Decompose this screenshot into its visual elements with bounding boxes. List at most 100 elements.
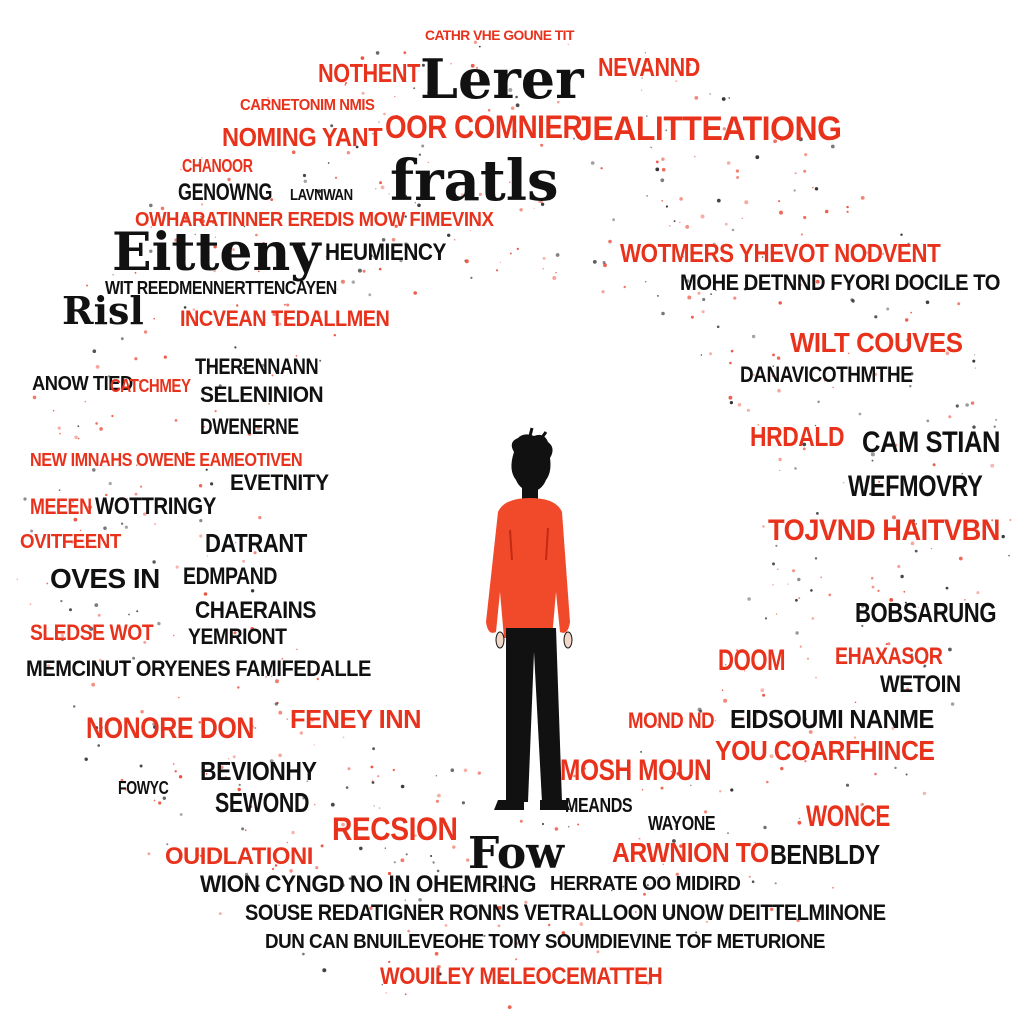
ink-speck [268,637,272,641]
ink-speck [793,189,796,192]
ink-speck [369,254,373,258]
ink-speck [337,288,339,291]
ink-speck [608,239,612,244]
ink-speck [905,318,909,322]
ink-speck [730,788,734,792]
ink-speck [870,452,875,457]
ink-speck [319,359,322,362]
ink-speck [810,589,813,592]
ink-speck [794,467,797,470]
ink-speck [882,252,885,255]
ink-speck [539,200,543,204]
ink-speck [792,569,796,573]
ink-speck [764,617,768,620]
ink-speck [572,115,577,120]
ink-speck [897,564,901,569]
ink-speck [59,432,61,435]
ink-speck [757,713,759,715]
ring-word: OWHARATINNER EREDIS MOW FIMEVINX [135,209,494,231]
ring-word: YOU COARFHINCE [715,735,935,766]
ink-speck [86,284,88,287]
ink-speck [634,911,637,913]
ink-speck [974,367,977,369]
ink-speck [201,157,203,159]
ink-speck [271,374,274,377]
ink-speck [857,604,861,608]
ink-speck [126,497,128,500]
ink-speck [687,295,692,300]
ring-word: MOSH MOUN [560,754,711,787]
ink-speck [213,269,217,273]
ink-speck [728,97,730,99]
ink-speck [420,245,422,248]
ink-speck [91,682,96,687]
ink-speck [704,810,708,814]
ink-speck [909,385,912,388]
ink-speck [357,268,362,273]
ring-word: OVITFEENT [20,531,121,553]
ink-speck [891,727,895,730]
ring-word: BENBLDY [770,839,880,870]
ink-speck [655,167,660,172]
ink-speck [103,571,105,574]
ink-speck [770,907,774,911]
ink-speck [590,161,595,165]
ring-word: WION CYNGD NO IN OHEMRING [200,871,536,898]
ink-speck [861,604,865,608]
ink-speck [302,173,307,178]
ink-speck [140,710,144,714]
ink-speck [811,186,814,189]
ink-speck [526,91,528,94]
ink-speck [414,202,416,204]
ink-speck [369,906,373,910]
ink-speck [345,107,348,110]
ink-speck [906,687,910,691]
ink-speck [327,162,330,164]
ink-speck [234,541,237,544]
ink-speck [143,330,148,334]
ink-speck [694,96,699,100]
ink-speck [318,311,321,314]
ink-speck [436,965,440,968]
ink-speck [330,802,335,807]
ink-speck [833,523,836,526]
ink-speck [712,242,716,246]
ink-speck [487,108,491,112]
ink-speck [869,492,872,496]
ink-speck [313,744,315,746]
ink-speck [775,544,778,547]
ink-speck [475,66,479,69]
ink-speck [347,767,351,771]
ring-word: EVETNITY [230,470,329,495]
ink-speck [508,181,511,183]
ink-speck [656,294,659,297]
ink-speck [372,132,374,135]
ring-word: HRDALD [750,421,844,452]
ink-speck [208,216,211,219]
ink-speck [573,137,575,140]
ink-speck [430,855,433,857]
ink-speck [142,732,145,734]
ink-speck [824,379,826,382]
ink-speck [344,83,347,86]
ink-speck [444,36,447,39]
ink-speck [163,355,167,359]
ink-speck [478,45,481,48]
ink-speck [751,880,755,883]
ink-speck [945,586,949,590]
ink-speck [400,858,405,863]
ink-speck [124,525,128,529]
ink-speck [861,624,864,628]
ink-speck [955,404,959,408]
ink-speck [99,427,103,431]
ring-word: FENEY INN [290,704,421,734]
ink-speck [772,365,775,368]
ink-speck [227,757,230,760]
ink-speck [214,410,217,413]
ink-speck [396,115,398,117]
ink-speck [760,688,765,693]
ink-speck [286,841,288,844]
ink-speck [798,597,801,600]
ink-speck [657,723,660,726]
